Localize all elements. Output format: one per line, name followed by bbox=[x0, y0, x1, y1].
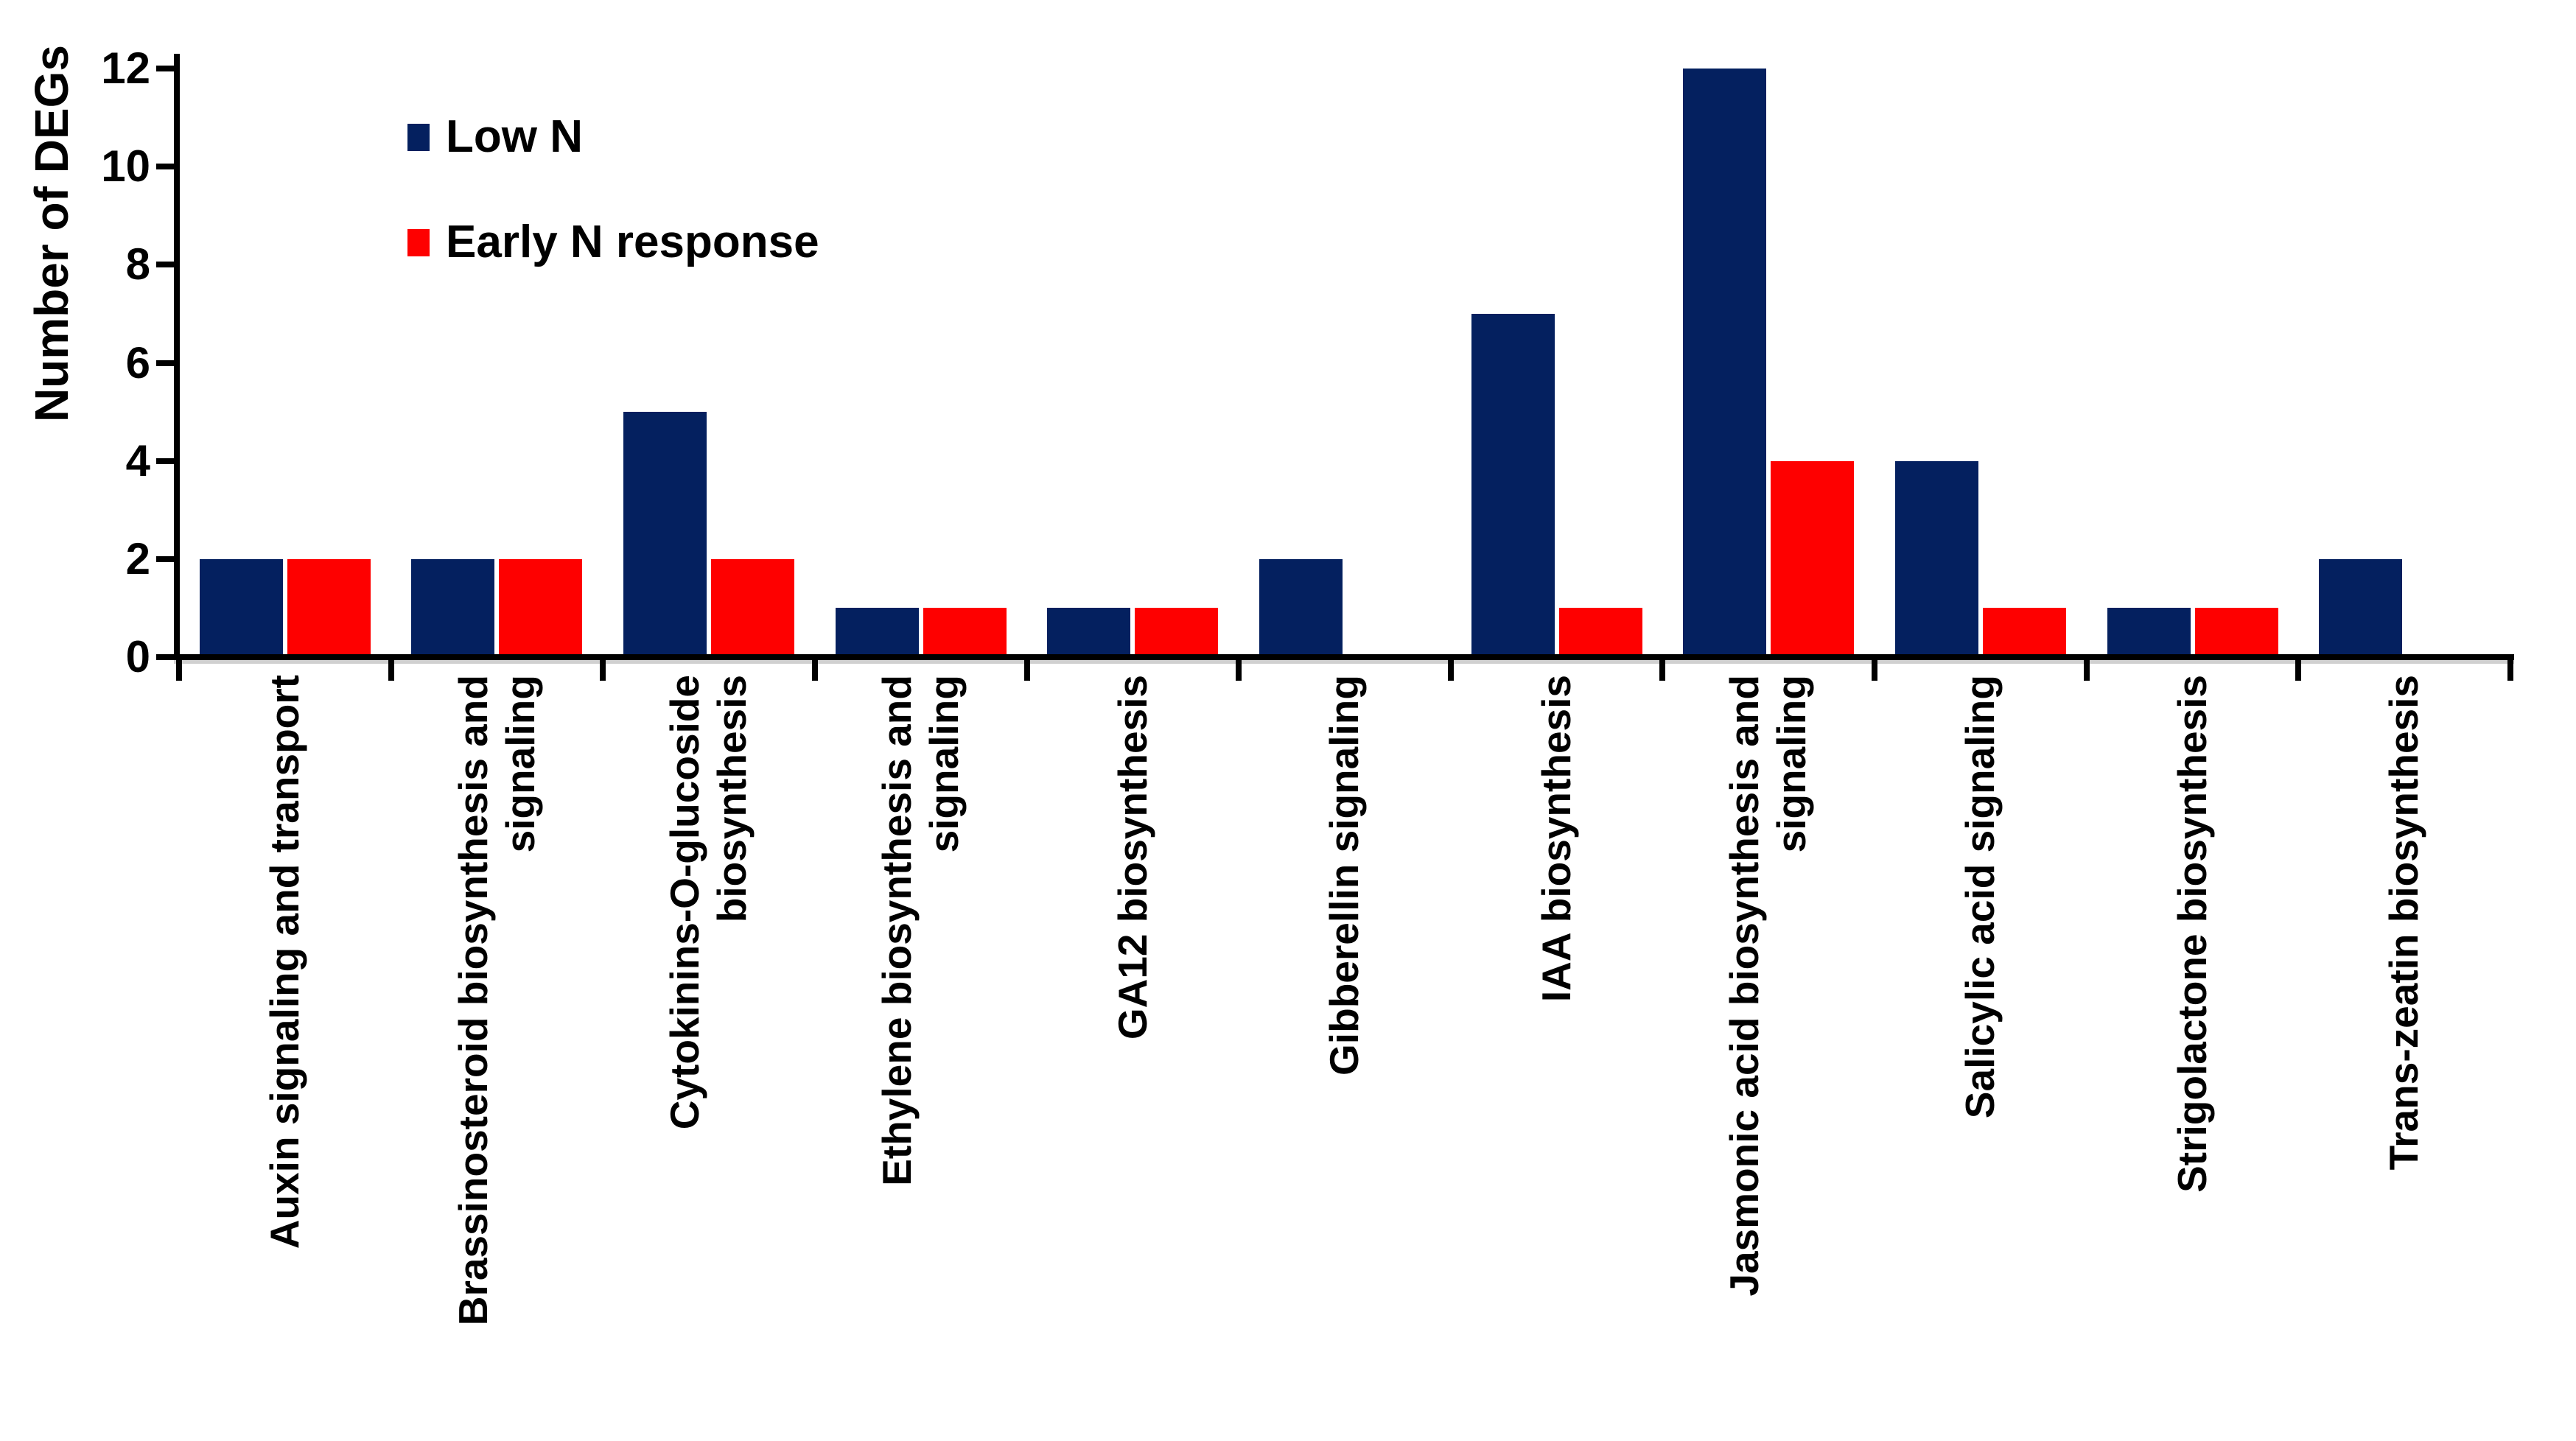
category-label-rotator: GA12 biosynthesis bbox=[1027, 672, 1239, 1416]
x-tick bbox=[2083, 660, 2090, 681]
y-tick-label: 2 bbox=[125, 533, 150, 583]
y-tick bbox=[156, 457, 177, 464]
category-label: Auxin signaling and transport bbox=[179, 672, 391, 1416]
legend-item-early-n: Early N response bbox=[407, 216, 819, 269]
category-label-rotator: Gibberellin signaling bbox=[1239, 672, 1451, 1416]
y-tick-label: 10 bbox=[101, 141, 150, 192]
category-label-text: Cytokinins-O-glucoside biosynthesis bbox=[662, 675, 755, 1130]
bar-early-n-response bbox=[1559, 608, 1642, 654]
x-axis-shadow bbox=[174, 660, 2515, 664]
category-label-text: Auxin signaling and transport bbox=[262, 675, 308, 1249]
x-tick bbox=[1872, 660, 1878, 681]
y-tick-label: 4 bbox=[125, 435, 150, 485]
category-label-rotator: Brassinosteroid biosynthesis and signali… bbox=[391, 672, 603, 1416]
y-tick bbox=[156, 555, 177, 562]
category-label: Ethylene biosynthesis and signaling bbox=[815, 672, 1027, 1416]
x-tick bbox=[811, 660, 818, 681]
category-label: Jasmonic acid biosynthesis and signaling bbox=[1662, 672, 1875, 1416]
bar-early-n-response bbox=[1983, 608, 2066, 654]
bar-low-n bbox=[1047, 608, 1130, 654]
bar-low-n bbox=[1895, 461, 1978, 654]
bar-low-n bbox=[623, 412, 707, 654]
y-tick bbox=[156, 262, 177, 268]
x-tick bbox=[1447, 660, 1454, 681]
category-label-rotator: Cytokinins-O-glucoside biosynthesis bbox=[603, 672, 815, 1416]
category-label-text: Strigolactone biosynthesis bbox=[2169, 675, 2216, 1193]
bar-early-n-response bbox=[499, 559, 582, 654]
y-tick bbox=[156, 360, 177, 366]
category-label: IAA biosynthesis bbox=[1451, 672, 1663, 1416]
x-axis-line bbox=[174, 654, 2515, 660]
y-tick-label: 8 bbox=[125, 239, 150, 290]
bar-low-n bbox=[1471, 314, 1555, 654]
category-label-text: Brassinosteroid biosynthesis and signali… bbox=[450, 675, 543, 1326]
bar-low-n bbox=[200, 559, 283, 654]
category-label: Trans-zeatin biosynthesis bbox=[2298, 672, 2510, 1416]
category-label-text: GA12 biosynthesis bbox=[1110, 675, 1156, 1040]
category-label: GA12 biosynthesis bbox=[1027, 672, 1239, 1416]
category-label-text: IAA biosynthesis bbox=[1533, 675, 1580, 1003]
category-label-text: Jasmonic acid biosynthesis and signaling bbox=[1721, 675, 1814, 1297]
bar-early-n-response bbox=[2195, 608, 2278, 654]
y-tick-label: 0 bbox=[125, 632, 150, 681]
y-tick-label: 6 bbox=[125, 337, 150, 388]
legend-label-early-n: Early N response bbox=[446, 217, 819, 267]
legend-label-low-n: Low N bbox=[446, 111, 583, 162]
category-label-text: Ethylene biosynthesis and signaling bbox=[874, 675, 967, 1186]
y-axis-line bbox=[174, 54, 180, 660]
y-tick bbox=[156, 164, 177, 170]
legend-item-low-n: Low N bbox=[407, 111, 819, 164]
x-tick bbox=[176, 660, 182, 681]
x-tick bbox=[600, 660, 606, 681]
bar-early-n-response bbox=[923, 608, 1007, 654]
bar-early-n-response bbox=[1135, 608, 1218, 654]
category-label: Brassinosteroid biosynthesis and signali… bbox=[391, 672, 603, 1416]
legend-swatch-low-n-icon bbox=[407, 123, 430, 151]
x-tick bbox=[388, 660, 394, 681]
category-label-rotator: Trans-zeatin biosynthesis bbox=[2298, 672, 2510, 1416]
x-tick bbox=[1023, 660, 1030, 681]
y-tick bbox=[156, 66, 177, 72]
category-label-text: Salicylic acid signaling bbox=[1957, 675, 2003, 1119]
legend: Low N Early N response bbox=[407, 111, 819, 321]
x-tick bbox=[1236, 660, 1242, 681]
category-label: Strigolactone biosynthesis bbox=[2087, 672, 2299, 1416]
category-label-rotator: IAA biosynthesis bbox=[1451, 672, 1663, 1416]
x-tick bbox=[2507, 660, 2514, 681]
legend-swatch-early-n-icon bbox=[407, 228, 430, 256]
category-label-rotator: Jasmonic acid biosynthesis and signaling bbox=[1662, 672, 1875, 1416]
bar-low-n bbox=[836, 608, 919, 654]
category-label-text: Trans-zeatin biosynthesis bbox=[2381, 675, 2427, 1171]
bar-low-n bbox=[411, 559, 494, 654]
category-label: Gibberellin signaling bbox=[1239, 672, 1451, 1416]
category-label-rotator: Auxin signaling and transport bbox=[179, 672, 391, 1416]
bar-low-n bbox=[2319, 559, 2402, 654]
y-tick-label: 12 bbox=[101, 43, 150, 94]
bar-early-n-response bbox=[711, 559, 794, 654]
x-tick bbox=[1659, 660, 1666, 681]
category-label: Cytokinins-O-glucoside biosynthesis bbox=[603, 672, 815, 1416]
category-label-rotator: Salicylic acid signaling bbox=[1875, 672, 2087, 1416]
bar-early-n-response bbox=[287, 559, 371, 654]
bar-early-n-response bbox=[1771, 461, 1854, 654]
bar-low-n bbox=[2107, 608, 2191, 654]
category-label-text: Gibberellin signaling bbox=[1321, 675, 1368, 1076]
bar-low-n bbox=[1683, 69, 1766, 654]
bar-low-n bbox=[1259, 559, 1343, 654]
category-label: Salicylic acid signaling bbox=[1875, 672, 2087, 1416]
category-label-rotator: Ethylene biosynthesis and signaling bbox=[815, 672, 1027, 1416]
y-tick bbox=[156, 654, 177, 660]
x-tick bbox=[2295, 660, 2302, 681]
category-label-rotator: Strigolactone biosynthesis bbox=[2087, 672, 2299, 1416]
